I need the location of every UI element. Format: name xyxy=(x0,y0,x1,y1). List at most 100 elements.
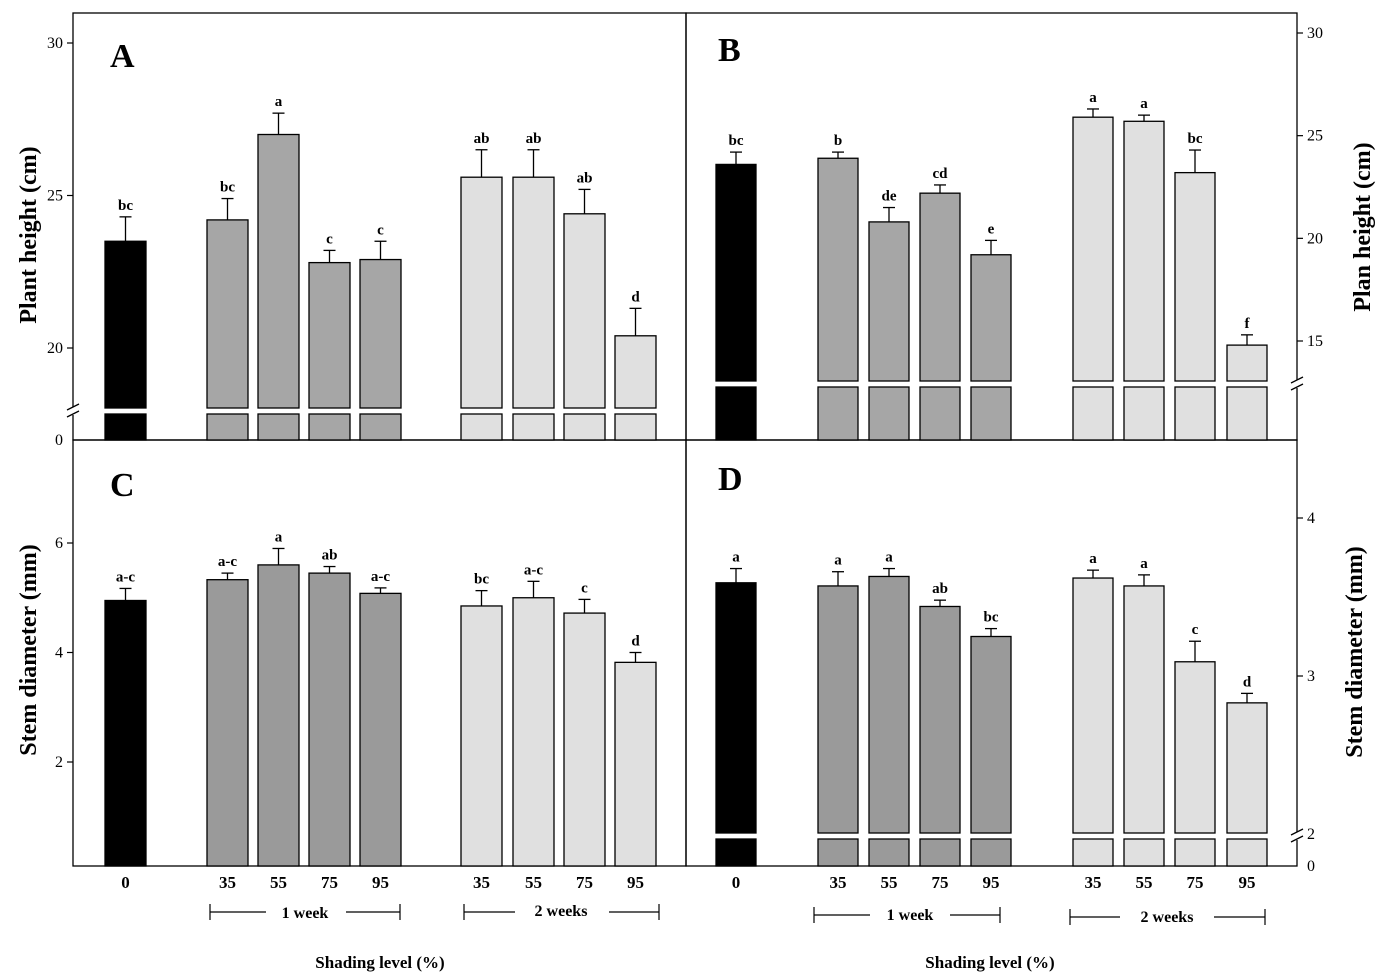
x-tick-label-C-2: 55 xyxy=(270,873,287,892)
sig-label-D-7: c xyxy=(1192,622,1199,638)
bar-B-3 xyxy=(919,192,961,382)
sig-label-D-4: bc xyxy=(984,610,999,626)
bar-D-8 xyxy=(1226,702,1268,834)
x-tick-label-C-1: 35 xyxy=(219,873,236,892)
bar-A-7 xyxy=(563,213,606,409)
x-tick-label-D-5: 35 xyxy=(1085,873,1102,892)
bar-B-7 xyxy=(1174,171,1216,382)
bar-A-2 xyxy=(257,133,300,409)
panel-letter-B: B xyxy=(718,32,741,69)
bar-stub-A-7 xyxy=(563,413,606,441)
x-tick-label-D-8: 95 xyxy=(1239,873,1256,892)
sig-label-D-0: a xyxy=(732,550,740,566)
sig-label-B-5: a xyxy=(1089,90,1097,106)
x-axis-title-left: Shading level (%) xyxy=(315,953,444,972)
y-tick-label-B-20: 20 xyxy=(1307,230,1323,247)
bar-D-5 xyxy=(1072,577,1114,834)
sig-label-B-2: de xyxy=(882,189,897,205)
y-tick-label-D-zero: 0 xyxy=(1307,858,1315,875)
bar-stub-D-3 xyxy=(919,838,961,867)
bar-C-3 xyxy=(308,572,351,867)
x-tick-label-C-8: 95 xyxy=(627,873,644,892)
y-tick-label-C-2: 2 xyxy=(55,754,63,771)
bar-D-3 xyxy=(919,605,961,834)
bar-stub-D-0 xyxy=(715,838,757,867)
panel-letter-A: A xyxy=(110,38,135,75)
sig-label-D-8: d xyxy=(1243,674,1252,690)
x-axis-title-right: Shading level (%) xyxy=(925,953,1054,972)
y-tick-label-C-6: 6 xyxy=(55,535,63,552)
bar-A-8 xyxy=(614,335,657,409)
sig-label-C-5: bc xyxy=(474,572,489,588)
bar-C-4 xyxy=(359,592,402,867)
sig-label-A-1: bc xyxy=(220,180,235,196)
panel-A: 20 25 30 0 bc bc a c c ab ab ab d xyxy=(47,35,657,449)
sig-label-D-1: a xyxy=(834,553,842,569)
group-bracket-week2-left: 2 weeks xyxy=(463,900,660,920)
group-bracket-week2-right: 2 weeks xyxy=(1069,907,1266,927)
panel-letter-D: D xyxy=(718,461,743,498)
bar-D-4 xyxy=(970,635,1012,834)
bar-stub-B-3 xyxy=(919,386,961,441)
x-tick-label-D-3: 75 xyxy=(932,873,949,892)
bar-C-6 xyxy=(512,597,555,867)
x-tick-label-C-5: 35 xyxy=(473,873,490,892)
sig-label-C-3: ab xyxy=(322,548,338,564)
group-bracket-week1-right: 1 week xyxy=(813,905,1001,925)
sig-label-C-0: a-c xyxy=(116,569,135,585)
sig-label-A-5: ab xyxy=(474,131,490,147)
y-tick-label-A-30: 30 xyxy=(47,35,63,52)
bar-D-1 xyxy=(817,585,859,834)
sig-label-D-6: a xyxy=(1140,556,1148,572)
axis-break-mark-B-1 xyxy=(1290,376,1304,384)
sig-label-A-6: ab xyxy=(526,131,542,147)
panel-B: 15 20 25 30 bc b de cd e a a bc f xyxy=(715,25,1323,441)
bar-B-2 xyxy=(868,221,910,382)
group-bracket-week1-left: 1 week xyxy=(209,902,401,922)
bar-B-6 xyxy=(1123,120,1165,382)
bar-stub-B-2 xyxy=(868,386,910,441)
bar-stub-A-6 xyxy=(512,413,555,441)
axis-break-gap-A xyxy=(66,407,80,415)
bar-stub-D-1 xyxy=(817,838,859,867)
bar-D-6 xyxy=(1123,585,1165,834)
sig-label-C-8: d xyxy=(631,634,640,650)
x-tick-label-D-4: 95 xyxy=(983,873,1000,892)
bar-stub-A-0 xyxy=(104,413,147,441)
x-tick-label-D-1: 35 xyxy=(830,873,847,892)
group-label-week1-right: 1 week xyxy=(887,907,934,924)
sig-label-B-8: f xyxy=(1245,316,1251,332)
sig-label-A-0: bc xyxy=(118,198,133,214)
sig-label-B-3: cd xyxy=(933,166,949,182)
sig-label-D-3: ab xyxy=(932,581,948,597)
axis-break-mark-A-2 xyxy=(66,410,80,418)
x-tick-label-D-0: 0 xyxy=(732,873,741,892)
bar-B-8 xyxy=(1226,344,1268,382)
y-tick-label-C-4: 4 xyxy=(55,645,63,662)
sig-label-C-4: a-c xyxy=(371,569,390,585)
bar-C-1 xyxy=(206,579,249,867)
x-tick-label-C-7: 75 xyxy=(576,873,593,892)
panel-C: 2 4 6 a-c a-c a ab a-c bc a-c c d 0 35 55 75 95 35 55 75 95 xyxy=(55,529,657,892)
y-tick-label-D-2: 2 xyxy=(1307,826,1315,843)
bar-stub-B-7 xyxy=(1174,386,1216,441)
x-tick-label-C-3: 75 xyxy=(321,873,338,892)
y-tick-label-B-15: 15 xyxy=(1307,333,1323,350)
y-tick-label-A-25: 25 xyxy=(47,188,63,205)
bar-A-5 xyxy=(460,176,503,409)
bar-stub-B-5 xyxy=(1072,386,1114,441)
x-tick-label-C-6: 55 xyxy=(525,873,542,892)
sig-label-A-7: ab xyxy=(577,170,593,186)
bar-D-7 xyxy=(1174,661,1216,834)
y-axis-title-B: Plan height (cm) xyxy=(1350,142,1376,311)
bar-D-2 xyxy=(868,575,910,834)
bar-A-1 xyxy=(206,219,249,409)
bar-stub-D-2 xyxy=(868,838,910,867)
bar-B-4 xyxy=(970,254,1012,382)
sig-label-A-8: d xyxy=(631,289,640,305)
y-tick-label-D-3: 3 xyxy=(1307,668,1315,685)
bar-A-0 xyxy=(104,240,147,409)
panel-D: 2 3 4 0 a a a ab bc a a c d 0 35 55 75 95 35 55 75 95 xyxy=(715,510,1315,892)
x-tick-label-D-2: 55 xyxy=(881,873,898,892)
